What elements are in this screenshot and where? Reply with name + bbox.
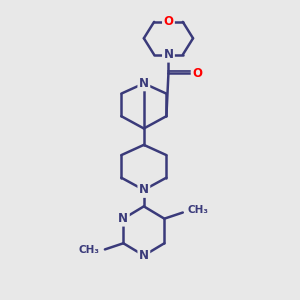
Text: N: N: [139, 184, 149, 196]
Text: CH₃: CH₃: [188, 206, 209, 215]
Text: N: N: [139, 249, 149, 262]
Text: N: N: [139, 77, 149, 90]
Text: N: N: [118, 212, 128, 225]
Text: O: O: [192, 67, 202, 80]
Text: O: O: [164, 15, 173, 28]
Text: N: N: [164, 48, 173, 61]
Text: CH₃: CH₃: [79, 245, 100, 255]
